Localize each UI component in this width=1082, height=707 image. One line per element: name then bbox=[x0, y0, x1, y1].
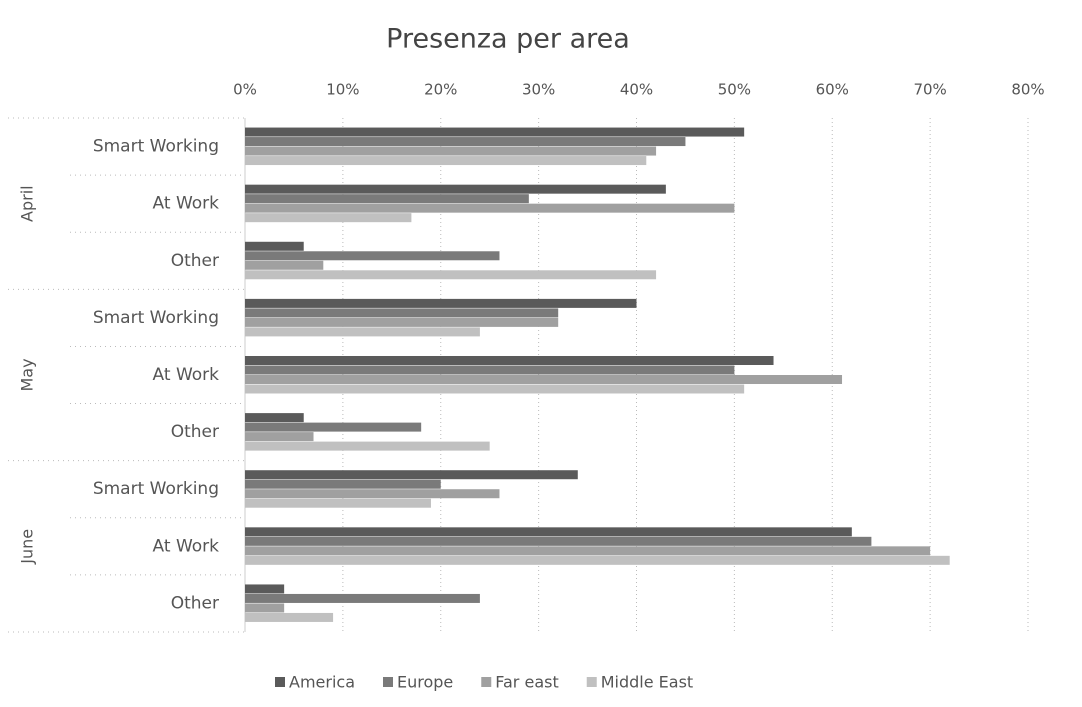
bar bbox=[245, 270, 657, 280]
y-tick-label: Smart Working bbox=[93, 479, 219, 499]
chart-title: Presenza per area bbox=[386, 24, 630, 55]
bar bbox=[245, 156, 647, 166]
y-tick-label: At Work bbox=[153, 365, 220, 385]
bar bbox=[245, 375, 843, 384]
group-label: May bbox=[18, 358, 37, 391]
legend-swatch bbox=[275, 677, 285, 687]
y-tick-label: Smart Working bbox=[93, 137, 219, 157]
bar bbox=[245, 194, 529, 204]
bar bbox=[245, 441, 490, 451]
bar bbox=[245, 603, 285, 613]
bar bbox=[245, 498, 431, 508]
bar bbox=[245, 260, 324, 270]
bar bbox=[245, 317, 559, 327]
bar bbox=[245, 584, 285, 594]
y-tick-label: Other bbox=[171, 251, 219, 271]
bar bbox=[245, 356, 774, 365]
legend-label: America bbox=[289, 673, 355, 692]
x-tick-label: 60% bbox=[816, 81, 849, 99]
bar bbox=[245, 489, 500, 499]
legend-label: Europe bbox=[397, 673, 453, 692]
x-tick-label: 40% bbox=[620, 81, 653, 99]
bar bbox=[245, 146, 657, 156]
x-tick-label: 10% bbox=[326, 81, 359, 99]
legend-label: Far east bbox=[495, 673, 558, 692]
bar bbox=[245, 432, 314, 442]
bar bbox=[245, 251, 500, 261]
legend-swatch bbox=[586, 677, 597, 687]
x-tick-label: 30% bbox=[522, 81, 555, 99]
legend-swatch bbox=[481, 677, 492, 687]
bar bbox=[245, 241, 304, 251]
x-tick-label: 20% bbox=[424, 81, 457, 99]
bar bbox=[245, 184, 666, 194]
bar bbox=[245, 593, 480, 603]
y-tick-label: Other bbox=[171, 422, 219, 442]
bar bbox=[245, 384, 745, 394]
bar bbox=[245, 137, 686, 147]
bar bbox=[245, 479, 441, 489]
x-tick-label: 0% bbox=[233, 81, 257, 99]
x-tick-label: 70% bbox=[913, 81, 946, 99]
bar bbox=[245, 203, 735, 213]
group-label: April bbox=[18, 185, 37, 222]
x-tick-label: 80% bbox=[1011, 81, 1044, 99]
bar bbox=[245, 127, 745, 137]
bar bbox=[245, 470, 578, 480]
y-tick-label: At Work bbox=[153, 194, 220, 214]
bar bbox=[245, 612, 334, 622]
x-tick-label: 50% bbox=[718, 81, 751, 99]
y-tick-label: At Work bbox=[153, 536, 220, 556]
bar bbox=[245, 546, 931, 556]
y-tick-label: Smart Working bbox=[93, 308, 219, 328]
bar bbox=[245, 413, 304, 423]
bar bbox=[245, 365, 735, 375]
bar bbox=[245, 536, 872, 546]
bar bbox=[245, 555, 950, 565]
bar bbox=[245, 308, 559, 318]
bar bbox=[245, 298, 637, 308]
legend-swatch bbox=[383, 677, 393, 687]
group-label: June bbox=[18, 529, 37, 565]
legend-label: Middle East bbox=[601, 673, 693, 692]
bar bbox=[245, 213, 412, 223]
bar bbox=[245, 527, 852, 537]
bar bbox=[245, 327, 480, 337]
y-tick-label: Other bbox=[171, 593, 219, 613]
bar bbox=[245, 422, 422, 432]
